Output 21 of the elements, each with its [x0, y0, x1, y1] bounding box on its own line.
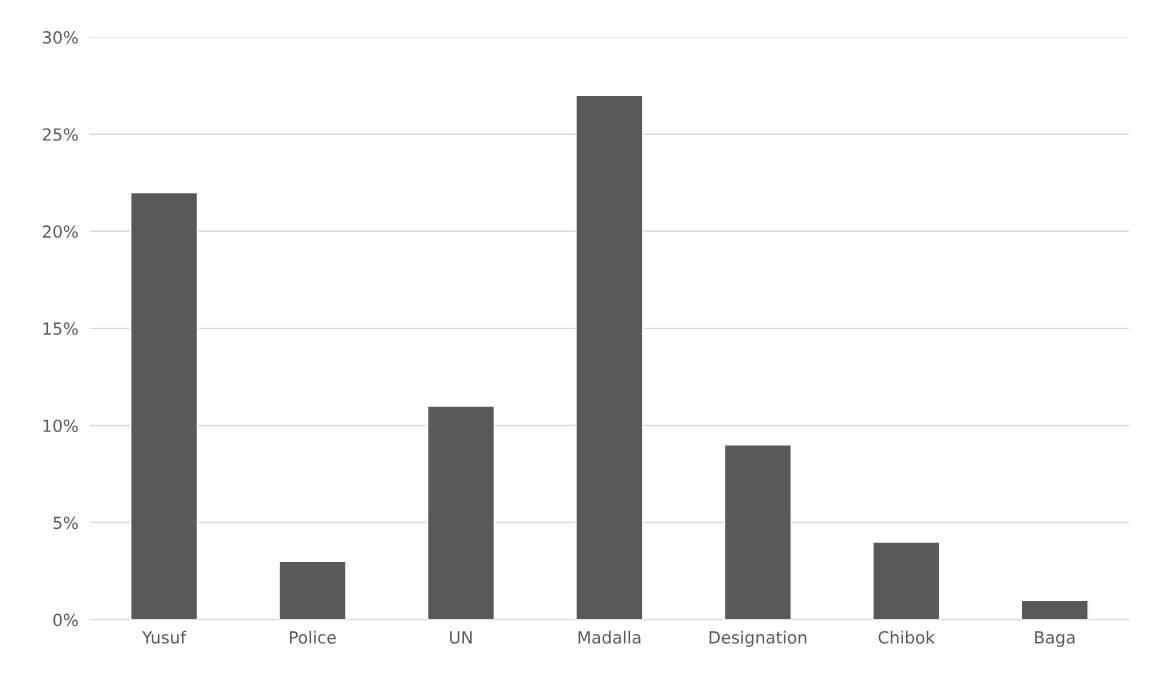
- bar: [872, 541, 941, 620]
- bar: [129, 191, 199, 620]
- x-tick-label: Chibok: [878, 630, 935, 644]
- x-tick-label: Yusuf: [142, 630, 187, 644]
- bar: [278, 560, 347, 620]
- bar: [426, 405, 496, 620]
- x-tick-label: Police: [290, 630, 336, 644]
- x-tick-label: UN: [450, 631, 472, 644]
- y-tick-label: 30%: [42, 31, 78, 44]
- y-tick-label: 10%: [43, 419, 78, 433]
- bar: [575, 94, 644, 620]
- y-tick-label: 0%: [53, 613, 78, 627]
- y-tick-label: 25%: [42, 128, 78, 141]
- x-tick-label: Designation: [709, 630, 807, 647]
- y-tick-label: 15%: [43, 322, 78, 335]
- y-tick-label: 20%: [42, 225, 78, 238]
- y-tick-label: 5%: [53, 516, 78, 530]
- bar: [1020, 599, 1089, 620]
- x-tick-label: Baga: [1035, 631, 1075, 647]
- x-tick-label: Madalla: [578, 630, 641, 644]
- bar: [723, 444, 792, 620]
